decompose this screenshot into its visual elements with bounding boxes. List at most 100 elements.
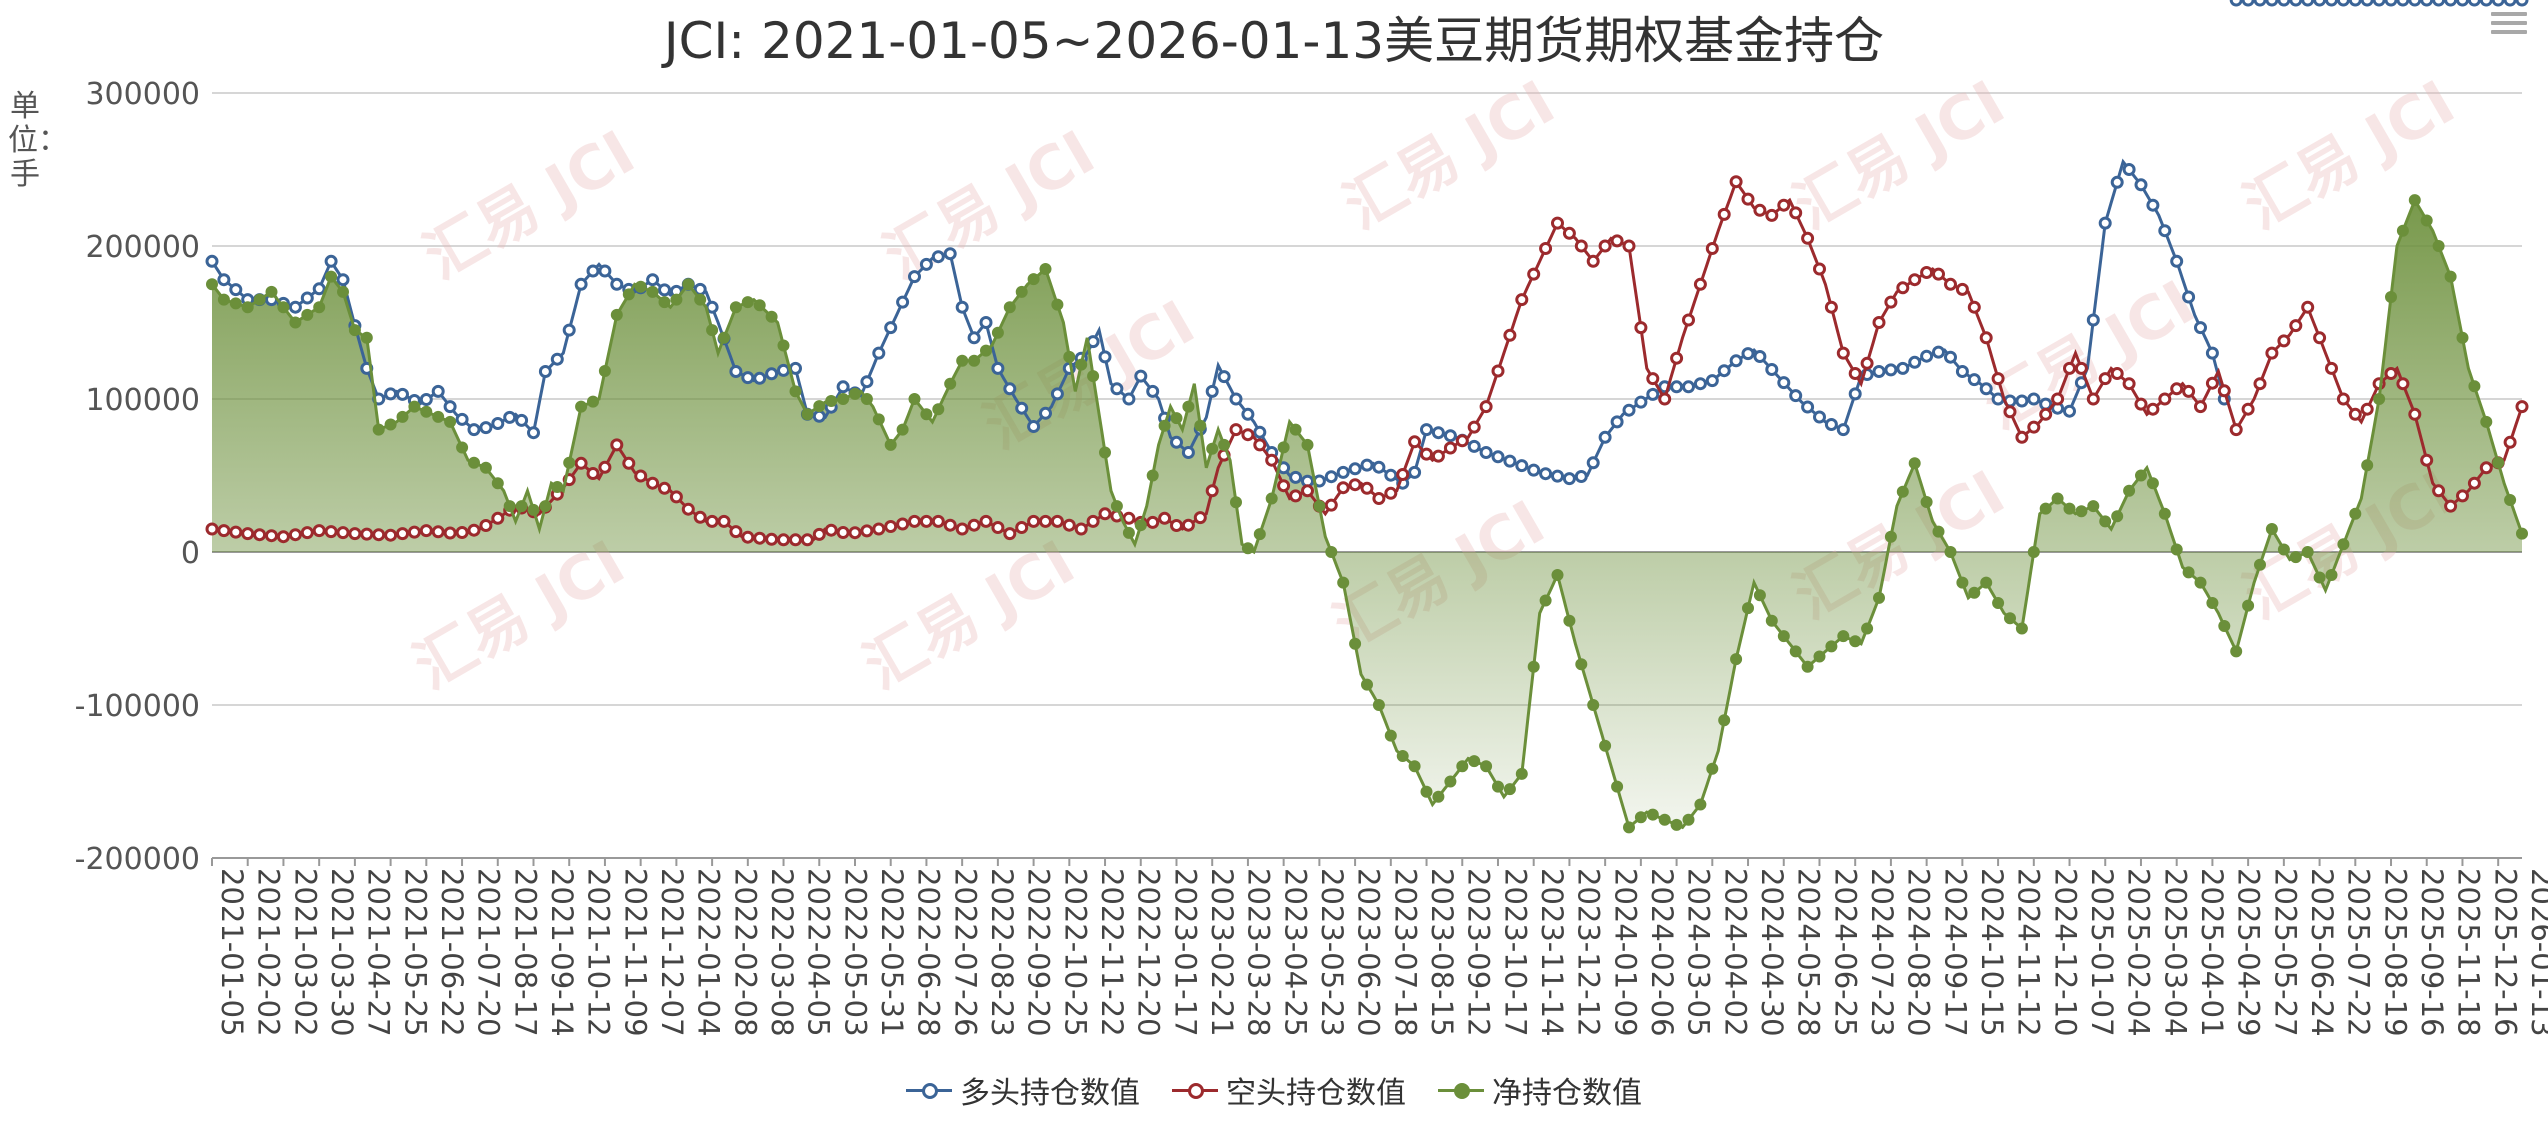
data-point bbox=[468, 456, 480, 469]
data-point bbox=[431, 384, 445, 398]
data-point bbox=[1861, 622, 1874, 635]
data-point bbox=[2277, 334, 2291, 348]
x-tick-label: 2021-03-02 bbox=[288, 868, 322, 1037]
data-point bbox=[265, 285, 278, 298]
hamburger-menu-icon[interactable] bbox=[2491, 8, 2527, 38]
data-point bbox=[2158, 392, 2172, 406]
data-point bbox=[1479, 400, 1493, 414]
data-point bbox=[777, 363, 790, 377]
data-point bbox=[2444, 0, 2458, 7]
data-point bbox=[2336, 0, 2350, 7]
data-point bbox=[2491, 0, 2505, 7]
data-point bbox=[1408, 760, 1421, 773]
data-point bbox=[2373, 393, 2386, 405]
data-point bbox=[1623, 821, 1635, 834]
data-point bbox=[1075, 358, 1088, 371]
data-point bbox=[2182, 384, 2196, 398]
data-point bbox=[741, 371, 755, 385]
data-point bbox=[2158, 224, 2172, 238]
x-tick-label: 2023-03-28 bbox=[1242, 868, 1276, 1037]
data-point bbox=[2015, 430, 2029, 444]
data-point bbox=[2420, 214, 2433, 227]
x-tick-label: 2021-08-17 bbox=[508, 868, 542, 1037]
data-point bbox=[2098, 372, 2112, 386]
data-point bbox=[479, 421, 493, 435]
data-point bbox=[729, 525, 743, 539]
data-point bbox=[575, 400, 588, 413]
data-point bbox=[276, 530, 290, 544]
data-point bbox=[1467, 439, 1481, 453]
data-point bbox=[598, 365, 611, 377]
data-point bbox=[1289, 423, 1302, 436]
data-point bbox=[217, 293, 230, 306]
data-point bbox=[1813, 650, 1826, 663]
data-point bbox=[1360, 458, 1374, 472]
data-point bbox=[419, 524, 433, 538]
data-point bbox=[1241, 407, 1255, 421]
data-point bbox=[479, 461, 492, 474]
data-point bbox=[2098, 216, 2112, 230]
data-point bbox=[2515, 400, 2529, 414]
data-point bbox=[1194, 419, 1207, 432]
data-point bbox=[610, 438, 624, 452]
data-point bbox=[300, 526, 314, 540]
data-point bbox=[1611, 780, 1624, 793]
data-point bbox=[2051, 392, 2065, 406]
data-point bbox=[1003, 301, 1016, 314]
data-point bbox=[777, 339, 790, 352]
data-point bbox=[2086, 313, 2100, 327]
data-point bbox=[1884, 295, 1898, 309]
data-point bbox=[241, 527, 255, 541]
data-point bbox=[1241, 542, 1254, 555]
data-point bbox=[1551, 469, 1564, 483]
data-point bbox=[1527, 267, 1541, 281]
data-point bbox=[479, 519, 493, 532]
legend-item[interactable]: 多头持仓数值 bbox=[906, 1068, 1140, 1112]
data-point bbox=[443, 526, 457, 540]
data-point bbox=[1836, 423, 1850, 437]
data-point bbox=[1670, 818, 1683, 831]
data-point bbox=[2384, 367, 2398, 380]
data-point bbox=[1682, 813, 1695, 826]
data-point bbox=[1479, 446, 1493, 459]
data-point bbox=[789, 533, 802, 547]
data-point bbox=[1801, 660, 1814, 673]
data-point bbox=[2027, 420, 2041, 434]
x-tick-label: 2022-04-05 bbox=[802, 868, 836, 1037]
data-point bbox=[813, 400, 826, 413]
data-point bbox=[1134, 519, 1147, 532]
data-point bbox=[1991, 372, 2005, 386]
x-tick-label: 2024-02-06 bbox=[1645, 868, 1679, 1037]
data-point bbox=[2503, 0, 2517, 7]
data-point bbox=[1908, 355, 1922, 369]
data-point bbox=[1110, 500, 1123, 513]
y-tick-label: 0 bbox=[181, 536, 200, 571]
data-point bbox=[765, 367, 779, 381]
x-tick-label: 2025-03-04 bbox=[2158, 868, 2192, 1037]
data-point bbox=[2479, 0, 2493, 7]
data-point bbox=[2420, 0, 2434, 7]
data-point bbox=[2027, 546, 2040, 558]
data-point bbox=[1229, 392, 1243, 406]
data-point bbox=[2182, 290, 2196, 304]
data-point bbox=[2229, 423, 2243, 437]
data-point bbox=[1849, 635, 1862, 648]
watermark-text: 汇易 JCI bbox=[853, 528, 1087, 703]
x-tick-label: 2024-03-05 bbox=[1682, 868, 1716, 1037]
data-point bbox=[2241, 402, 2255, 416]
data-point bbox=[1610, 234, 1624, 248]
data-point bbox=[1801, 400, 1815, 414]
net-area-fill bbox=[212, 200, 2522, 828]
data-point bbox=[2396, 224, 2409, 237]
data-point bbox=[980, 344, 992, 357]
x-tick-label: 2022-06-28 bbox=[912, 868, 946, 1037]
data-point bbox=[2265, 0, 2279, 7]
data-point bbox=[1253, 528, 1266, 541]
data-point bbox=[872, 522, 886, 536]
legend-item[interactable]: 空头持仓数值 bbox=[1172, 1068, 1406, 1112]
x-tick-label: 2021-01-05 bbox=[215, 868, 249, 1037]
legend-item[interactable]: 净持仓数值 bbox=[1438, 1068, 1642, 1112]
data-point bbox=[2230, 645, 2243, 658]
data-point bbox=[1420, 785, 1433, 798]
data-point bbox=[2515, 0, 2529, 7]
